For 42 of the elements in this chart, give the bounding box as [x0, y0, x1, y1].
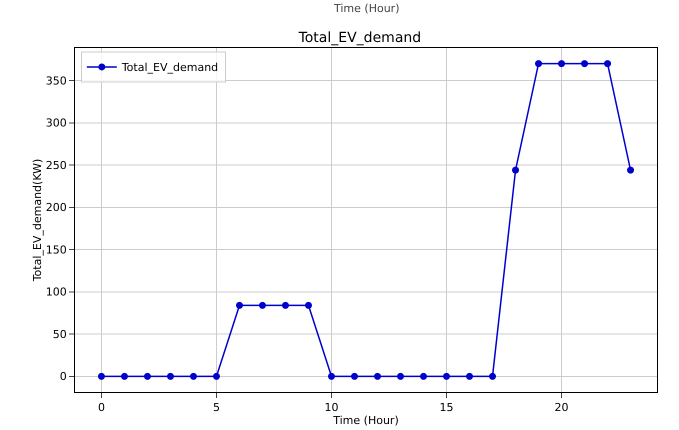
point: [512, 166, 520, 174]
point: [351, 372, 358, 380]
point: [535, 60, 542, 68]
y-tick-label: 350: [46, 74, 67, 88]
point: [420, 372, 428, 380]
point: [144, 372, 151, 380]
x-axis-title: Time (Hour): [332, 414, 399, 428]
y-tick-label: 250: [46, 158, 67, 172]
point: [466, 372, 474, 380]
point: [604, 60, 612, 68]
y-tick-label: 0: [60, 370, 67, 384]
text: Time (Hour): [333, 2, 400, 15]
point: [328, 372, 335, 380]
point: [627, 166, 634, 174]
x-tick-label: 0: [98, 401, 105, 414]
point: [166, 372, 174, 380]
x-tick-label: 15: [440, 401, 454, 414]
point: [236, 302, 243, 309]
point: [98, 372, 105, 380]
point: [120, 372, 128, 380]
y-tick-label: 200: [46, 201, 67, 214]
x-tick-label: 5: [212, 401, 220, 414]
point: [581, 60, 588, 68]
legend-label: Total_EV_demand: [120, 61, 218, 74]
point: [282, 302, 289, 309]
y-tick-label: 50: [52, 328, 67, 341]
point: [190, 372, 197, 380]
point: [258, 302, 266, 309]
point: [212, 372, 220, 380]
y-tick-label: 150: [46, 243, 67, 256]
point: [374, 372, 381, 380]
point: [443, 372, 450, 380]
point: [489, 372, 496, 380]
point: [304, 302, 312, 309]
point: [397, 372, 404, 380]
y-tick-label: 100: [46, 286, 67, 299]
y-axis-title: Total_EV_demand(KW): [30, 158, 44, 282]
x-tick-label: 20: [554, 401, 569, 414]
point: [558, 60, 566, 68]
chart-title: Total_EV_demand: [298, 30, 422, 46]
y-tick-label: 300: [46, 116, 67, 130]
x-tick-label: 10: [324, 401, 338, 414]
